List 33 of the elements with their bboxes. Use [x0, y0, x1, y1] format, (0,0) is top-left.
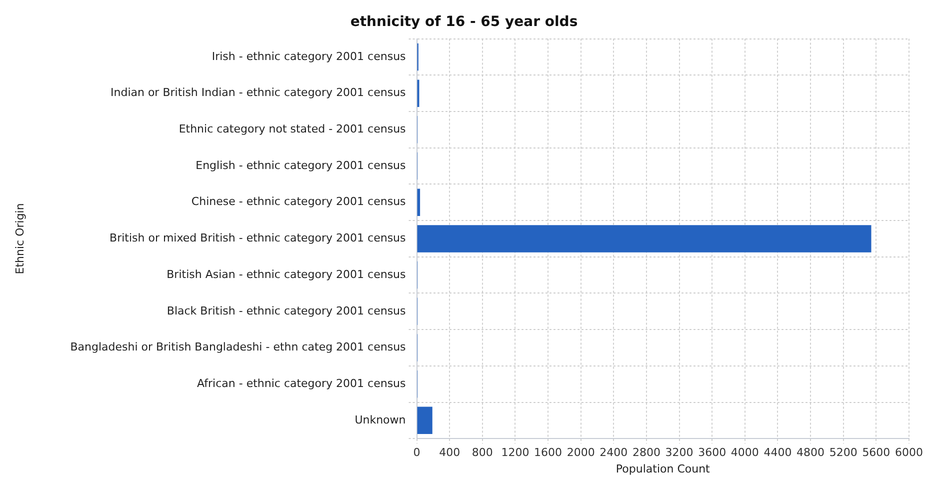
y-tick-label: Ethnic category not stated - 2001 census — [178, 122, 406, 136]
y-tick-label: Black British - ethnic category 2001 census — [166, 304, 406, 318]
x-tick-label: 400 — [439, 446, 460, 460]
x-tick-label: 4000 — [730, 446, 759, 460]
x-tick-label: 1200 — [501, 446, 530, 460]
y-tick-label: Chinese - ethnic category 2001 census — [191, 195, 406, 208]
x-tick-label: 5200 — [829, 446, 858, 460]
y-tick-label: British Asian - ethnic category 2001 census — [166, 268, 406, 281]
chart-title: ethnicity of 16 - 65 year olds — [350, 14, 578, 30]
x-tick-label: 3200 — [665, 446, 694, 460]
x-tick-label: 2400 — [600, 446, 628, 460]
x-tick-label: 800 — [472, 446, 493, 460]
y-tick-label: British or mixed British - ethnic category 2001 census — [110, 232, 406, 245]
x-tick-label: 2000 — [566, 446, 595, 460]
x-tick-label: 3600 — [698, 446, 726, 460]
x-tick-label: 5600 — [862, 446, 890, 460]
y-axis-title: Ethnic Origin — [13, 203, 26, 274]
y-tick-label: Indian or British Indian - ethnic category 2001 census — [110, 86, 406, 100]
x-tick-label: 0 — [413, 446, 420, 460]
x-axis-title: Population Count — [616, 462, 711, 476]
y-tick-label: English - ethnic category 2001 census — [196, 158, 406, 172]
y-tick-label: Unknown — [354, 413, 406, 426]
y-tick-label: African - ethnic category 2001 census — [197, 376, 406, 390]
x-tick-label: 6000 — [895, 446, 924, 460]
x-tick-label: 1600 — [534, 446, 562, 460]
bar — [417, 406, 432, 434]
y-tick-label: Bangladeshi or British Bangladeshi - ethn categ 2001 census — [70, 340, 406, 354]
y-tick-label: Irish - ethnic category 2001 census — [212, 50, 406, 63]
bar — [417, 225, 872, 252]
bar — [417, 188, 420, 216]
x-tick-label: 4800 — [796, 446, 825, 460]
x-tick-label: 2800 — [632, 446, 660, 460]
x-tick-label: 4400 — [764, 446, 792, 460]
